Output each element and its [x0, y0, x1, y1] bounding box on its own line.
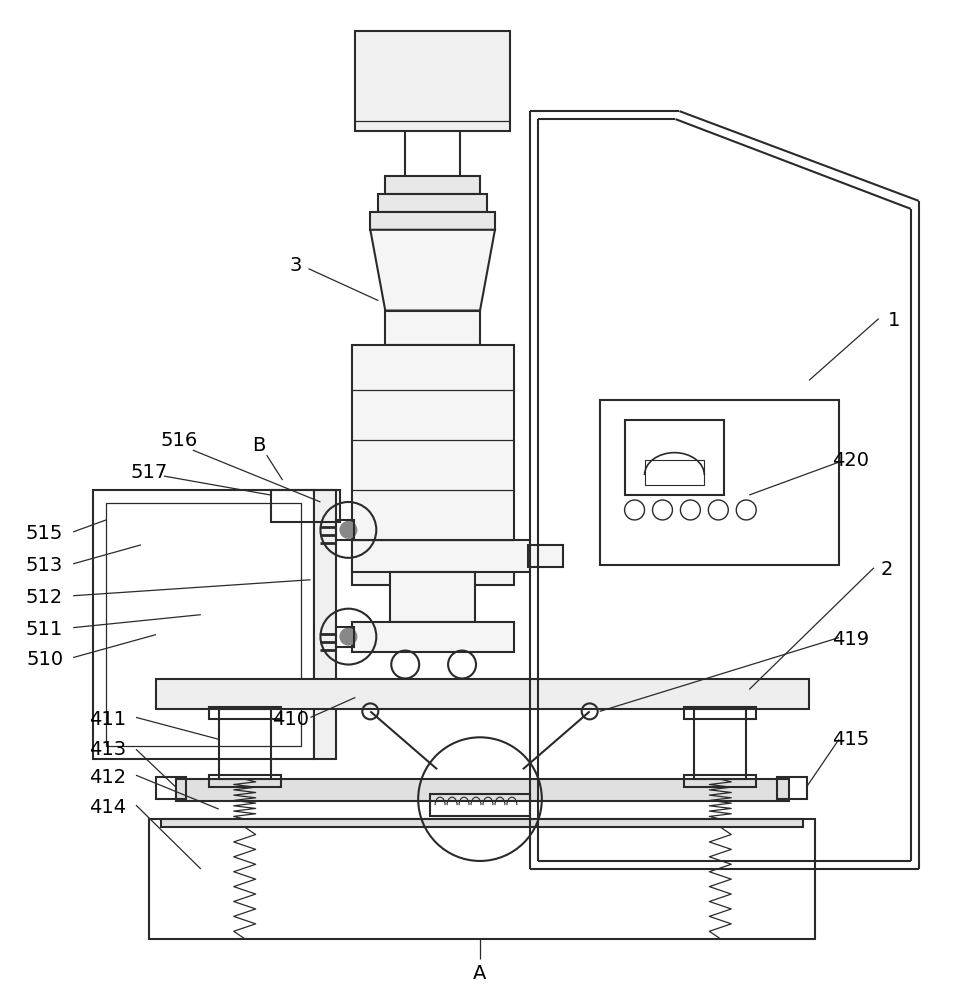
- Text: 415: 415: [831, 730, 869, 749]
- Text: 3: 3: [289, 256, 302, 275]
- Text: 511: 511: [26, 620, 63, 639]
- Bar: [378, 194, 486, 212]
- Bar: [355, 31, 509, 131]
- Circle shape: [340, 522, 356, 538]
- Bar: [270, 490, 340, 522]
- Text: 2: 2: [879, 560, 892, 579]
- Text: 510: 510: [26, 650, 63, 669]
- Bar: [352, 345, 513, 585]
- Bar: [156, 679, 808, 709]
- Bar: [336, 627, 354, 647]
- Bar: [160, 819, 802, 827]
- Bar: [156, 777, 185, 799]
- Text: 512: 512: [26, 588, 63, 607]
- Text: 513: 513: [26, 556, 63, 575]
- Text: 1: 1: [887, 311, 899, 330]
- Bar: [694, 709, 746, 779]
- Text: 517: 517: [130, 463, 167, 482]
- Text: A: A: [473, 964, 486, 983]
- Bar: [93, 490, 314, 759]
- Text: 419: 419: [831, 630, 869, 649]
- Bar: [644, 460, 703, 485]
- Polygon shape: [370, 230, 495, 311]
- Bar: [209, 775, 281, 787]
- Text: 516: 516: [160, 431, 197, 450]
- Text: 515: 515: [26, 524, 63, 543]
- Bar: [384, 176, 480, 194]
- Text: 412: 412: [88, 768, 126, 787]
- Bar: [336, 520, 354, 540]
- Bar: [176, 779, 788, 801]
- Text: 413: 413: [88, 740, 126, 759]
- Bar: [528, 545, 562, 567]
- Bar: [352, 622, 513, 652]
- Bar: [776, 777, 806, 799]
- Bar: [384, 311, 480, 345]
- Text: 410: 410: [272, 710, 308, 729]
- Bar: [683, 707, 755, 719]
- Text: 420: 420: [831, 451, 869, 470]
- Circle shape: [340, 629, 356, 645]
- Bar: [149, 819, 814, 939]
- Bar: [390, 572, 475, 622]
- Text: 411: 411: [88, 710, 126, 729]
- Bar: [599, 400, 838, 565]
- Bar: [314, 490, 336, 759]
- Bar: [218, 709, 270, 779]
- Bar: [370, 212, 495, 230]
- Bar: [106, 503, 300, 746]
- Bar: [624, 420, 724, 495]
- Bar: [352, 540, 530, 572]
- Bar: [683, 775, 755, 787]
- Bar: [430, 794, 530, 816]
- Text: B: B: [252, 436, 265, 455]
- Text: 414: 414: [88, 798, 126, 817]
- Bar: [209, 707, 281, 719]
